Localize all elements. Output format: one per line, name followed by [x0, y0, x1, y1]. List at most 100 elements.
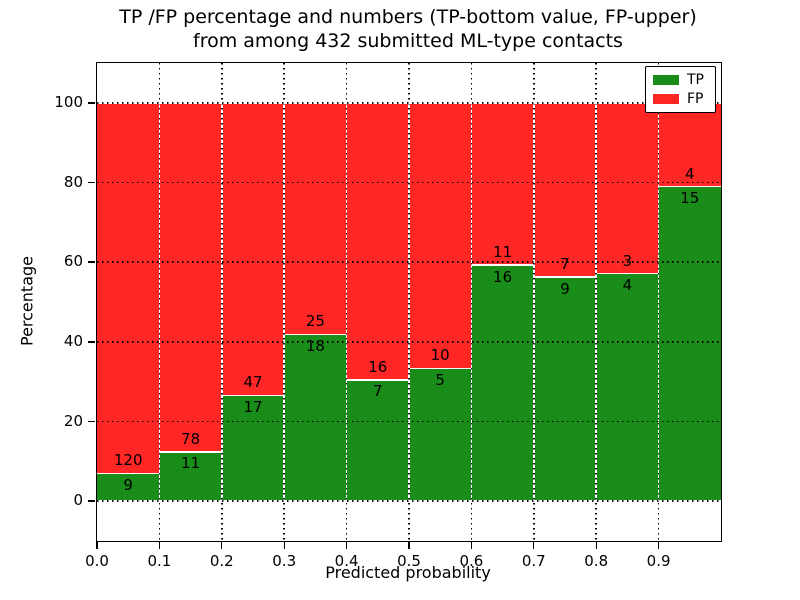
x-tick	[158, 542, 161, 549]
bar-divider-line	[532, 102, 535, 502]
legend: TP FP	[645, 66, 716, 113]
bar-divider-line	[470, 102, 473, 502]
bar-divider-line	[595, 102, 598, 502]
fp-count-label: 7	[560, 255, 570, 274]
bar-fp-segment	[284, 102, 347, 335]
fp-count-label: 25	[305, 312, 325, 331]
tp-count-label: 11	[181, 454, 201, 473]
bar-boundary-edge	[658, 185, 721, 188]
bar-divider-line	[345, 102, 348, 502]
y-tick-label: 60	[63, 252, 83, 271]
bar-tp-segment	[596, 273, 659, 502]
y-tick-label: 80	[63, 172, 83, 191]
bar-fp-segment	[409, 102, 472, 369]
tp-count-label: 5	[435, 370, 445, 389]
grid-hline	[97, 181, 721, 184]
chart-title-line1: TP /FP percentage and numbers (TP-bottom…	[119, 6, 697, 28]
x-tick-label: 0.2	[209, 552, 234, 570]
bar-tp-segment	[409, 368, 472, 502]
x-tick-label: 0.9	[646, 552, 671, 570]
tp-count-label: 4	[622, 276, 633, 295]
y-tick	[88, 102, 95, 104]
y-tick	[88, 261, 95, 263]
bar-fp-segment	[97, 102, 160, 474]
x-tick	[533, 542, 535, 549]
grid-hline	[97, 261, 721, 263]
y-tick-label: 20	[63, 411, 83, 430]
legend-entry-tp: TP	[646, 73, 715, 87]
bar-tp-segment	[658, 186, 721, 502]
x-tick	[96, 542, 98, 549]
grid-hline	[97, 500, 721, 502]
bar-boundary-edge	[346, 379, 409, 381]
tp-count-label: 15	[680, 189, 700, 208]
x-tick-label: 0.6	[459, 552, 484, 570]
x-tick	[595, 542, 597, 549]
bar-fp-segment	[596, 102, 659, 274]
bar-fp-segment	[346, 102, 409, 380]
x-tick-label: 0.7	[521, 552, 546, 570]
x-tick-label: 0.0	[85, 552, 109, 570]
bar-boundary-edge	[97, 472, 160, 475]
x-tick	[408, 542, 410, 549]
bar-fp-segment	[159, 102, 222, 452]
grid-hline	[97, 341, 721, 343]
bar-boundary-edge	[533, 276, 597, 278]
bar-tp-segment	[221, 395, 285, 502]
bar-fp-segment	[471, 102, 534, 266]
bar-tp-segment	[533, 277, 597, 502]
bar-fp-segment	[533, 102, 597, 278]
grid-hline	[97, 102, 721, 104]
x-tick	[345, 542, 348, 549]
bar-boundary-edge	[221, 394, 285, 397]
fp-count-label: 78	[181, 429, 201, 448]
bar-divider-line	[657, 102, 660, 502]
bar-divider-line	[220, 102, 223, 502]
bar-tp-segment	[284, 334, 347, 502]
chart-title-line2: from among 432 submitted ML-type contact…	[193, 30, 623, 52]
tp-color-swatch	[653, 75, 679, 85]
bar-divider-line	[283, 102, 286, 502]
fp-count-label: 47	[243, 373, 263, 392]
y-tick	[88, 420, 95, 423]
tp-count-label: 16	[493, 267, 513, 286]
x-tick-label: 0.1	[147, 552, 172, 570]
bar-tp-segment	[471, 265, 534, 502]
bar-tp-segment	[97, 473, 160, 502]
fp-count-label: 120	[113, 451, 143, 470]
grid-hline	[97, 420, 721, 423]
y-tick	[88, 341, 95, 343]
legend-entry-fp: FP	[646, 92, 715, 106]
bar-boundary-edge	[409, 367, 472, 370]
y-tick	[88, 500, 95, 502]
x-tick	[657, 542, 660, 549]
legend-label-tp: TP	[687, 72, 704, 88]
legend-label-fp: FP	[687, 91, 704, 107]
tp-count-label: 9	[123, 475, 133, 494]
y-tick-label: 40	[63, 331, 83, 350]
fp-count-label: 4	[685, 164, 695, 183]
x-tick-label: 0.4	[334, 552, 359, 570]
tp-count-label: 18	[305, 336, 325, 355]
plot-area: 0.0 0.1 0.2 0.3 0.4 0.5 0.6 0.7 0.8 0.9 120 9 78 11 47…	[54, 62, 722, 570]
bar-boundary-edge	[471, 264, 534, 266]
fp-count-label: 10	[430, 346, 450, 365]
fp-count-label: 3	[622, 251, 633, 270]
bar-tp-segment	[159, 451, 222, 502]
x-tick	[283, 542, 285, 549]
fp-count-label: 11	[493, 243, 513, 262]
x-tick	[470, 542, 473, 549]
fp-count-label: 16	[368, 357, 388, 376]
bar-fp-segment	[658, 102, 721, 187]
tp-count-label: 7	[373, 382, 383, 401]
x-tick	[221, 542, 223, 549]
bar-divider-line	[158, 102, 161, 502]
bar-boundary-edge	[159, 451, 222, 453]
bar-divider-line	[408, 102, 410, 502]
x-axis-label: Predicted probability	[325, 563, 491, 582]
bar-fp-segment	[221, 102, 285, 396]
fp-color-swatch	[653, 94, 679, 104]
tp-count-label: 17	[243, 397, 263, 416]
bar-tp-segment	[346, 379, 409, 502]
